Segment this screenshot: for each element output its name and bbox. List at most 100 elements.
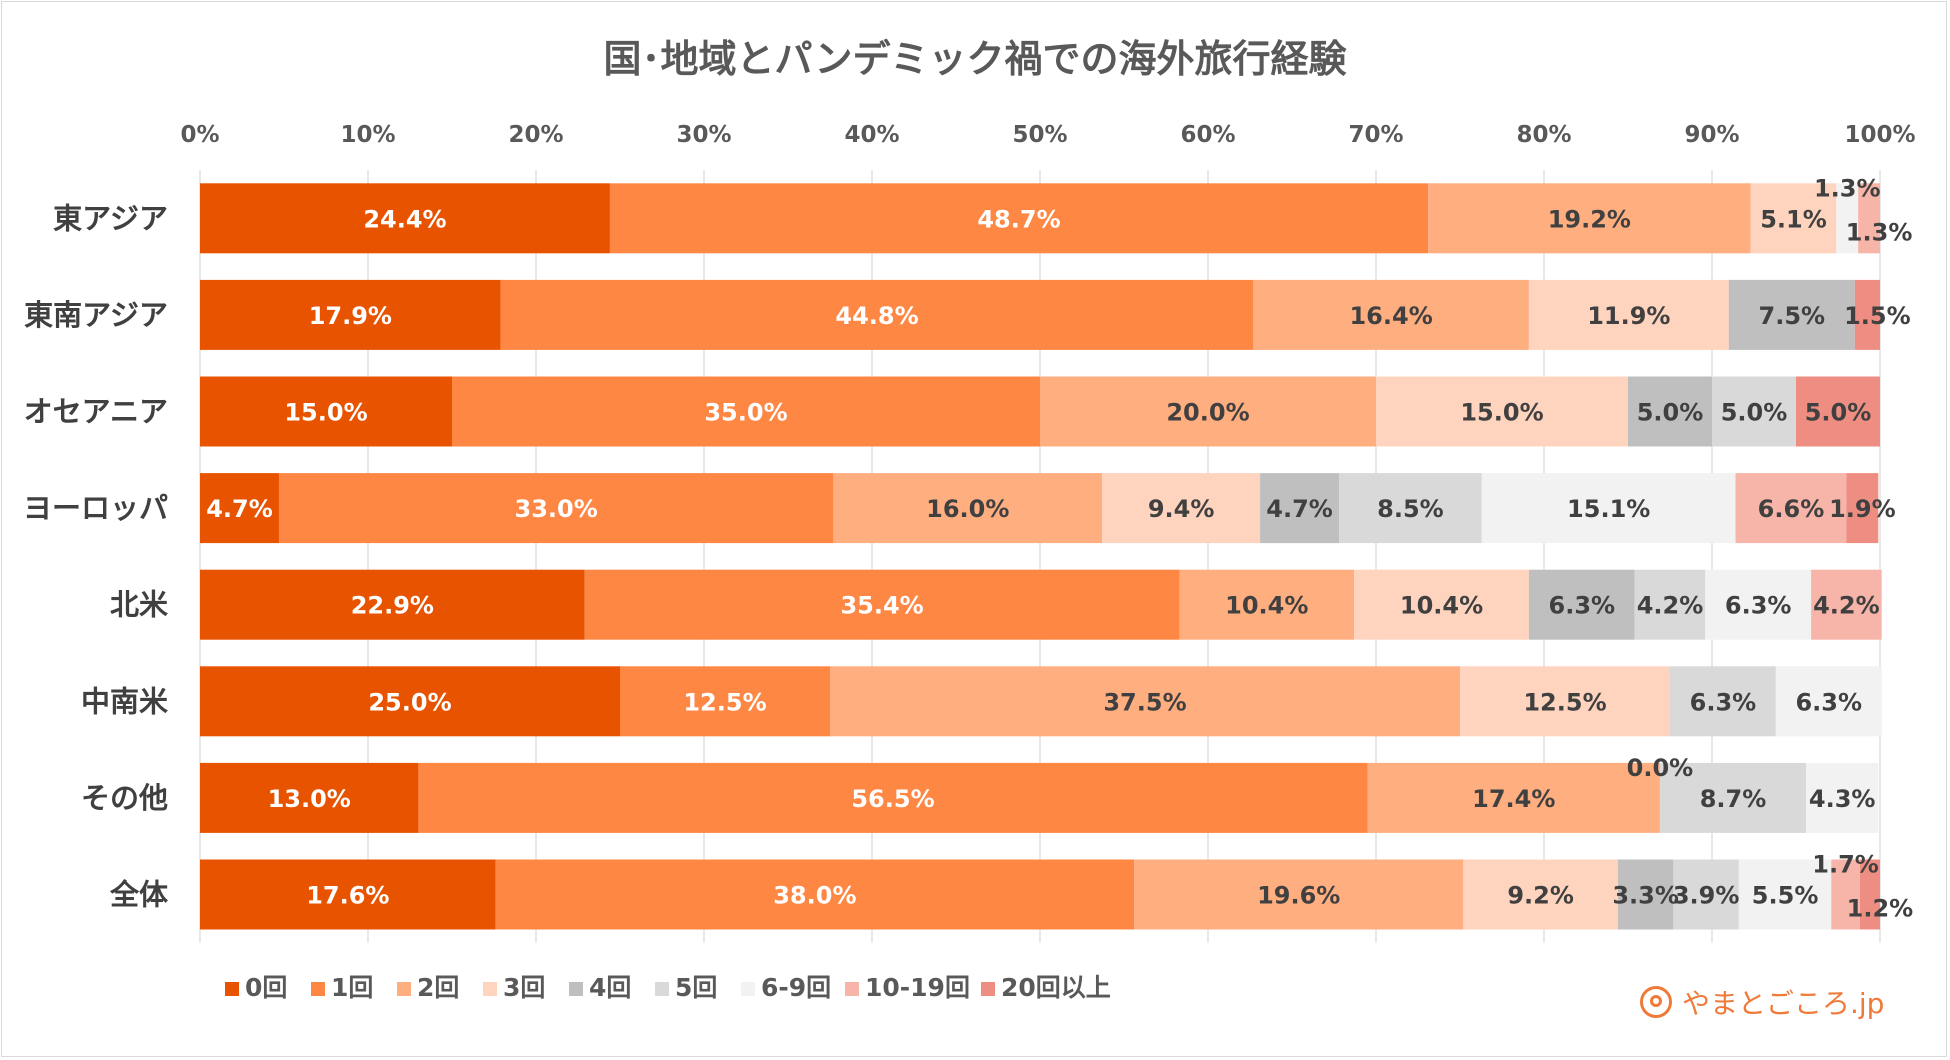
- bar-segment: [1463, 859, 1618, 930]
- bar-segment: [1528, 279, 1729, 350]
- bar-segment: [833, 473, 1103, 544]
- data-label: 16.4%: [1349, 302, 1432, 330]
- bar-segment: [278, 473, 834, 544]
- data-label: 10.4%: [1400, 592, 1483, 620]
- bar-segment: [1738, 859, 1832, 930]
- data-label: 6.3%: [1549, 592, 1616, 620]
- data-label: 20.0%: [1166, 399, 1249, 427]
- data-label: 5.0%: [1721, 399, 1788, 427]
- bar-segment: [1628, 376, 1712, 447]
- bar-segment: [200, 666, 620, 737]
- bar-segment: [200, 183, 610, 254]
- legend-swatch: [741, 982, 755, 996]
- data-label: 17.4%: [1472, 785, 1555, 813]
- x-tick-label: 0%: [180, 122, 219, 148]
- data-label: 17.9%: [309, 302, 392, 330]
- bar-segment: [1481, 473, 1736, 544]
- bar-segment: [1428, 183, 1751, 254]
- bar-segment: [200, 279, 501, 350]
- bar-segment: [200, 569, 585, 640]
- data-label: 4.7%: [1266, 495, 1333, 523]
- bar-segment: [609, 183, 1429, 254]
- bar-segment: [1831, 859, 1860, 930]
- data-label: 48.7%: [977, 205, 1060, 233]
- bar-segment: [1836, 183, 1859, 254]
- data-label: 25.0%: [368, 688, 451, 716]
- legend-label: 0回: [245, 973, 287, 1002]
- legend-label: 6-9回: [761, 973, 831, 1002]
- data-label: 6.3%: [1795, 688, 1862, 716]
- data-label: 4.2%: [1813, 592, 1880, 620]
- data-label: 56.5%: [851, 785, 934, 813]
- bar-segment: [1673, 859, 1739, 930]
- x-tick-label: 50%: [1012, 122, 1067, 148]
- bar-segment: [1102, 473, 1261, 544]
- bar-segment: [1634, 569, 1706, 640]
- bar-segment: [1859, 859, 1880, 930]
- legend-swatch: [397, 982, 411, 996]
- data-label: 5.1%: [1760, 205, 1827, 233]
- category-label: オセアニア: [24, 395, 168, 429]
- bar-segment: [495, 859, 1135, 930]
- data-label: 16.0%: [926, 495, 1009, 523]
- legend-swatch: [981, 982, 995, 996]
- legend-swatch: [569, 982, 583, 996]
- legend-label: 3回: [503, 973, 545, 1002]
- bar-segment: [1670, 666, 1776, 737]
- data-label: 17.6%: [306, 882, 389, 910]
- legend-label: 10-19回: [865, 973, 970, 1002]
- bar-segment: [418, 762, 1368, 833]
- bar-segment: [620, 666, 830, 737]
- legend-swatch: [311, 982, 325, 996]
- bar-segment: [452, 376, 1040, 447]
- data-label: 24.4%: [363, 205, 446, 233]
- bar-segment: [200, 376, 452, 447]
- bar-segment: [1846, 473, 1879, 544]
- data-label: 15.0%: [284, 399, 367, 427]
- bar-segment: [200, 859, 496, 930]
- bar-segment: [1775, 666, 1882, 737]
- bar-segment: [200, 762, 419, 833]
- data-label: 1.9%: [1829, 495, 1896, 523]
- x-tick-label: 80%: [1516, 122, 1571, 148]
- legend-swatch: [655, 982, 669, 996]
- bar-segment: [1659, 762, 1807, 833]
- bar-segment: [1134, 859, 1464, 930]
- x-tick-label: 90%: [1684, 122, 1739, 148]
- bar-segment: [584, 569, 1180, 640]
- bar-segment: [1528, 569, 1635, 640]
- data-label: 13.0%: [268, 785, 351, 813]
- bar-segment: [500, 279, 1254, 350]
- data-label: 5.0%: [1805, 399, 1872, 427]
- chart-title: 国･地域とパンデミック禍での海外旅行経験: [603, 37, 1347, 81]
- x-tick-label: 60%: [1180, 122, 1235, 148]
- brand-text: やまとごころ.jp: [1682, 987, 1885, 1020]
- legend-swatch: [483, 982, 497, 996]
- category-label: 全体: [109, 878, 169, 912]
- bar-segment: [1367, 762, 1660, 833]
- bar-segment: [200, 473, 279, 544]
- legend-label: 1回: [331, 973, 373, 1002]
- bar-segment: [1376, 376, 1628, 447]
- data-label: 3.9%: [1673, 882, 1740, 910]
- x-tick-label: 100%: [1844, 122, 1915, 148]
- data-label: 9.4%: [1148, 495, 1215, 523]
- category-label: 東アジア: [53, 201, 168, 235]
- data-label: 8.7%: [1700, 785, 1767, 813]
- bar-segment: [1806, 762, 1879, 833]
- data-label: 6.3%: [1725, 592, 1792, 620]
- bar-segment: [1728, 279, 1855, 350]
- category-label: 中南米: [81, 684, 168, 718]
- legend-label: 5回: [675, 973, 717, 1002]
- data-label: 1.3%: [1814, 174, 1881, 202]
- x-tick-label: 40%: [844, 122, 899, 148]
- data-label: 4.3%: [1809, 785, 1876, 813]
- category-label: 東南アジア: [24, 298, 168, 332]
- data-label: 33.0%: [515, 495, 598, 523]
- legend-swatch: [225, 982, 239, 996]
- bar-segment: [830, 666, 1460, 737]
- x-tick-label: 70%: [1348, 122, 1403, 148]
- data-label: 38.0%: [773, 882, 856, 910]
- data-label: 44.8%: [835, 302, 918, 330]
